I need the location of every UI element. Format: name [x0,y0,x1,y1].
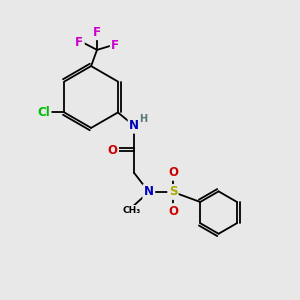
Text: N: N [144,185,154,199]
Text: H: H [140,114,148,124]
Text: N: N [129,119,139,132]
Text: Cl: Cl [38,106,50,119]
Text: CH₃: CH₃ [122,206,140,215]
Text: O: O [168,205,178,218]
Text: O: O [168,166,178,179]
Text: F: F [75,36,83,49]
Text: O: O [108,144,118,157]
Text: S: S [169,185,177,199]
Text: F: F [111,39,119,52]
Text: F: F [93,26,101,39]
